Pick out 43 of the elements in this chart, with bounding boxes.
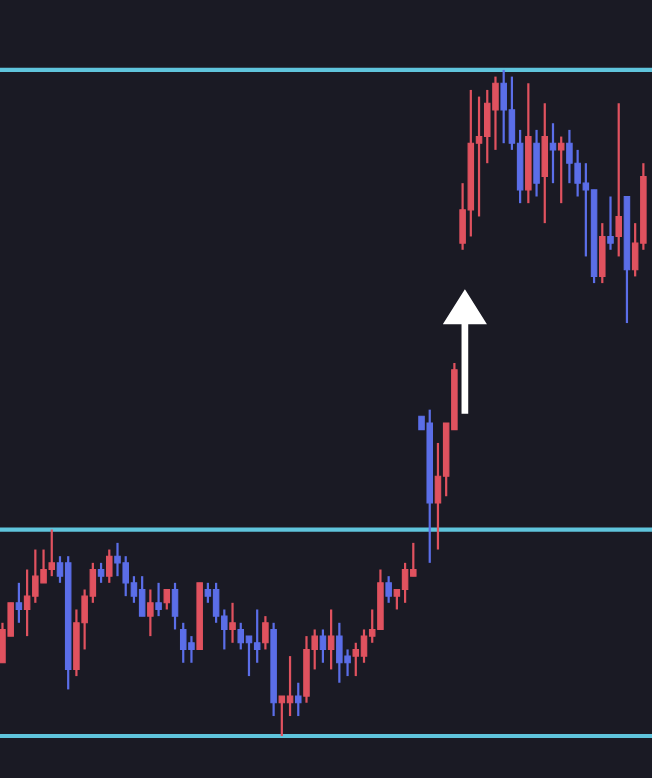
candlestick	[97, 561, 105, 584]
candlestick	[336, 621, 343, 684]
candlestick	[385, 575, 392, 604]
candlestick	[212, 581, 220, 624]
candlestick	[377, 568, 384, 631]
candlestick	[155, 581, 162, 618]
candlestick	[500, 68, 507, 145]
candlestick	[48, 528, 56, 578]
candlestick	[278, 694, 286, 738]
candlestick	[286, 654, 294, 718]
candlestick	[533, 128, 540, 198]
candlestick	[607, 195, 614, 251]
candlestick	[23, 568, 31, 638]
candlestick	[557, 135, 565, 205]
candlestick	[114, 541, 121, 578]
candlestick	[138, 575, 146, 618]
candlestick	[475, 95, 483, 218]
candlestick	[303, 635, 310, 704]
candlestick	[360, 628, 368, 664]
candlestick	[179, 621, 187, 664]
candlestick	[188, 635, 195, 664]
candlestick	[15, 581, 23, 624]
candlestick	[229, 601, 236, 644]
candlestick	[171, 581, 179, 631]
candlestick	[615, 102, 622, 258]
candlestick	[327, 608, 335, 671]
candlestick	[106, 548, 113, 584]
candlestick	[245, 635, 253, 678]
candlestick	[549, 122, 557, 185]
candlestick	[32, 548, 39, 604]
candlestick	[566, 128, 573, 185]
candlestick	[237, 621, 245, 651]
candlestick	[541, 102, 549, 225]
candlestick	[147, 588, 154, 638]
candlestick	[401, 561, 409, 604]
candlestick	[253, 608, 261, 664]
candlestick	[352, 641, 360, 678]
candlestick	[262, 615, 269, 651]
candlestick	[319, 628, 327, 664]
candlestick	[295, 681, 302, 718]
candlestick	[492, 75, 499, 151]
candlestick	[599, 222, 606, 285]
candlestick	[163, 588, 171, 611]
